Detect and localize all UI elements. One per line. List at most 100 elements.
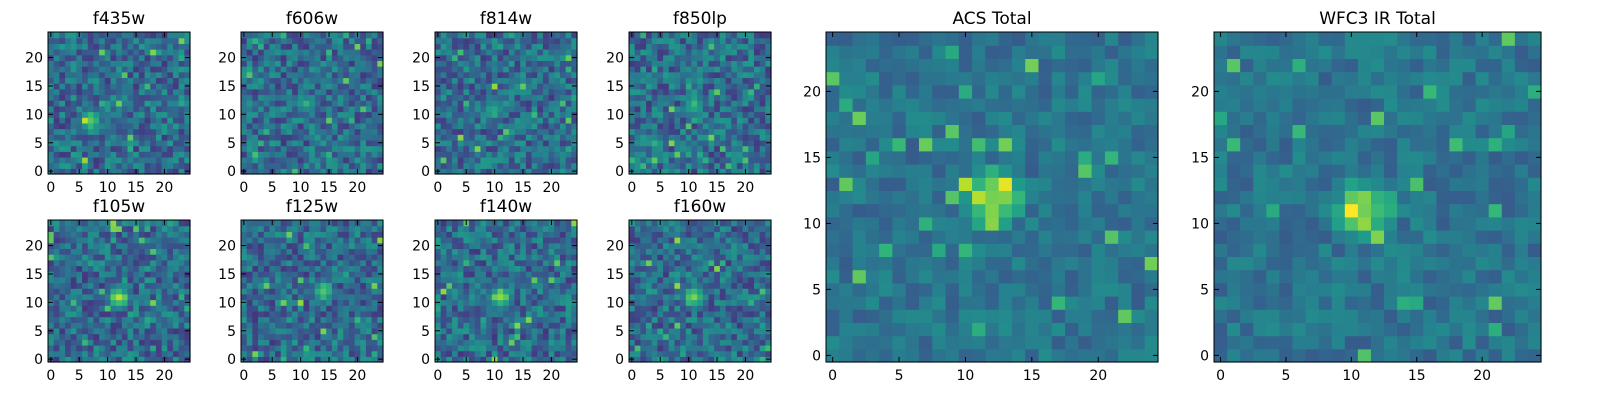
heatmap-cell bbox=[320, 276, 327, 284]
heatmap-cell bbox=[326, 293, 333, 301]
heatmap-cell bbox=[337, 162, 344, 169]
heatmap-cell bbox=[657, 88, 664, 96]
heatmap-cell bbox=[525, 282, 533, 289]
heatmap-cell bbox=[82, 156, 89, 164]
heatmap-cell bbox=[457, 271, 464, 278]
heatmap-cell bbox=[365, 259, 373, 267]
heatmap-cell bbox=[674, 128, 681, 135]
heatmap-cell bbox=[457, 344, 464, 352]
heatmap-cell bbox=[116, 117, 123, 124]
heatmap-cell bbox=[565, 220, 572, 227]
heatmap-cell bbox=[531, 111, 538, 118]
heatmap-cell bbox=[469, 282, 476, 289]
heatmap-cell bbox=[360, 117, 367, 124]
heatmap-cell bbox=[634, 32, 641, 39]
heatmap-cell bbox=[571, 156, 578, 164]
heatmap-cell bbox=[292, 60, 299, 67]
heatmap-cell bbox=[663, 145, 670, 152]
heatmap-cell bbox=[127, 259, 134, 267]
heatmap-cell bbox=[275, 305, 282, 312]
heatmap-cell bbox=[246, 333, 253, 340]
heatmap-cell bbox=[463, 276, 470, 284]
axes-frame bbox=[240, 31, 384, 175]
heatmap-cell bbox=[702, 43, 710, 50]
heatmap-cell bbox=[668, 162, 676, 169]
heatmap-cell bbox=[503, 37, 510, 44]
heatmap-cell bbox=[110, 237, 117, 244]
heatmap-cell bbox=[70, 88, 77, 96]
heatmap-cell bbox=[377, 316, 384, 323]
heatmap-cell bbox=[337, 145, 344, 152]
heatmap-cell bbox=[736, 333, 744, 340]
heatmap-cell bbox=[480, 220, 487, 227]
heatmap-cell bbox=[446, 350, 453, 357]
heatmap-cell bbox=[736, 77, 744, 84]
heatmap-cell bbox=[303, 282, 310, 289]
heatmap-cell bbox=[297, 122, 305, 130]
heatmap-cell bbox=[53, 254, 60, 261]
heatmap-cell bbox=[565, 339, 572, 346]
heatmap-cell bbox=[150, 237, 157, 244]
heatmap-cell bbox=[508, 339, 516, 346]
heatmap-cell bbox=[309, 145, 316, 152]
heatmap-cell bbox=[702, 156, 710, 164]
heatmap-cell bbox=[326, 151, 333, 158]
heatmap-cell bbox=[377, 265, 384, 272]
heatmap-cell bbox=[629, 288, 636, 295]
heatmap-cell bbox=[280, 60, 288, 67]
heatmap-cell bbox=[360, 276, 367, 284]
heatmap-cell bbox=[748, 32, 755, 39]
heatmap-cell bbox=[343, 288, 350, 295]
heatmap-cell bbox=[155, 71, 163, 79]
heatmap-cell bbox=[127, 333, 134, 340]
heatmap-cell bbox=[503, 327, 510, 335]
heatmap-cell bbox=[765, 49, 772, 56]
heatmap-cell bbox=[725, 356, 732, 363]
heatmap-cell bbox=[525, 54, 533, 61]
heatmap-cell bbox=[474, 151, 482, 158]
heatmap-cell bbox=[486, 288, 493, 295]
heatmap-cell bbox=[172, 276, 180, 284]
heatmap-cell bbox=[133, 242, 140, 249]
heatmap-cell bbox=[150, 168, 157, 175]
heatmap-cell bbox=[680, 83, 687, 90]
heatmap-cell bbox=[127, 162, 134, 169]
heatmap-cell bbox=[286, 128, 293, 135]
heatmap-cell bbox=[292, 139, 299, 147]
heatmap-cell bbox=[348, 293, 356, 301]
heatmap-cell bbox=[452, 316, 459, 323]
heatmap-cell bbox=[571, 105, 578, 113]
heatmap-cell bbox=[634, 71, 641, 79]
heatmap-cell bbox=[144, 145, 151, 152]
heatmap-cell bbox=[440, 299, 447, 306]
heatmap-cell bbox=[440, 276, 447, 284]
heatmap-cell bbox=[554, 333, 561, 340]
heatmap-cell bbox=[491, 71, 499, 79]
heatmap-cell bbox=[286, 350, 293, 357]
heatmap-cell bbox=[138, 71, 146, 79]
heatmap-cell bbox=[469, 271, 476, 278]
heatmap-cell bbox=[297, 134, 305, 141]
heatmap-cell bbox=[172, 88, 180, 96]
heatmap-cell bbox=[269, 242, 276, 249]
heatmap-cell bbox=[178, 100, 185, 107]
heatmap-cell bbox=[691, 139, 698, 147]
heatmap-cell bbox=[525, 156, 533, 164]
heatmap-cell bbox=[110, 310, 117, 318]
heatmap-cell bbox=[246, 242, 253, 249]
heatmap-cell bbox=[326, 156, 333, 164]
heatmap-cell bbox=[571, 122, 578, 130]
heatmap-cell bbox=[331, 339, 339, 346]
heatmap-cell bbox=[48, 344, 55, 352]
heatmap-cell bbox=[303, 117, 310, 124]
heatmap-cell bbox=[309, 288, 316, 295]
heatmap-cell bbox=[765, 88, 772, 96]
heatmap-cell bbox=[65, 88, 72, 96]
heatmap-cell bbox=[263, 60, 270, 67]
heatmap-cell bbox=[360, 271, 367, 278]
heatmap-cell bbox=[252, 225, 259, 232]
heatmap-cell bbox=[525, 139, 533, 147]
heatmap-cell bbox=[634, 37, 641, 44]
heatmap-cell bbox=[93, 37, 100, 44]
heatmap-cell bbox=[360, 105, 367, 113]
